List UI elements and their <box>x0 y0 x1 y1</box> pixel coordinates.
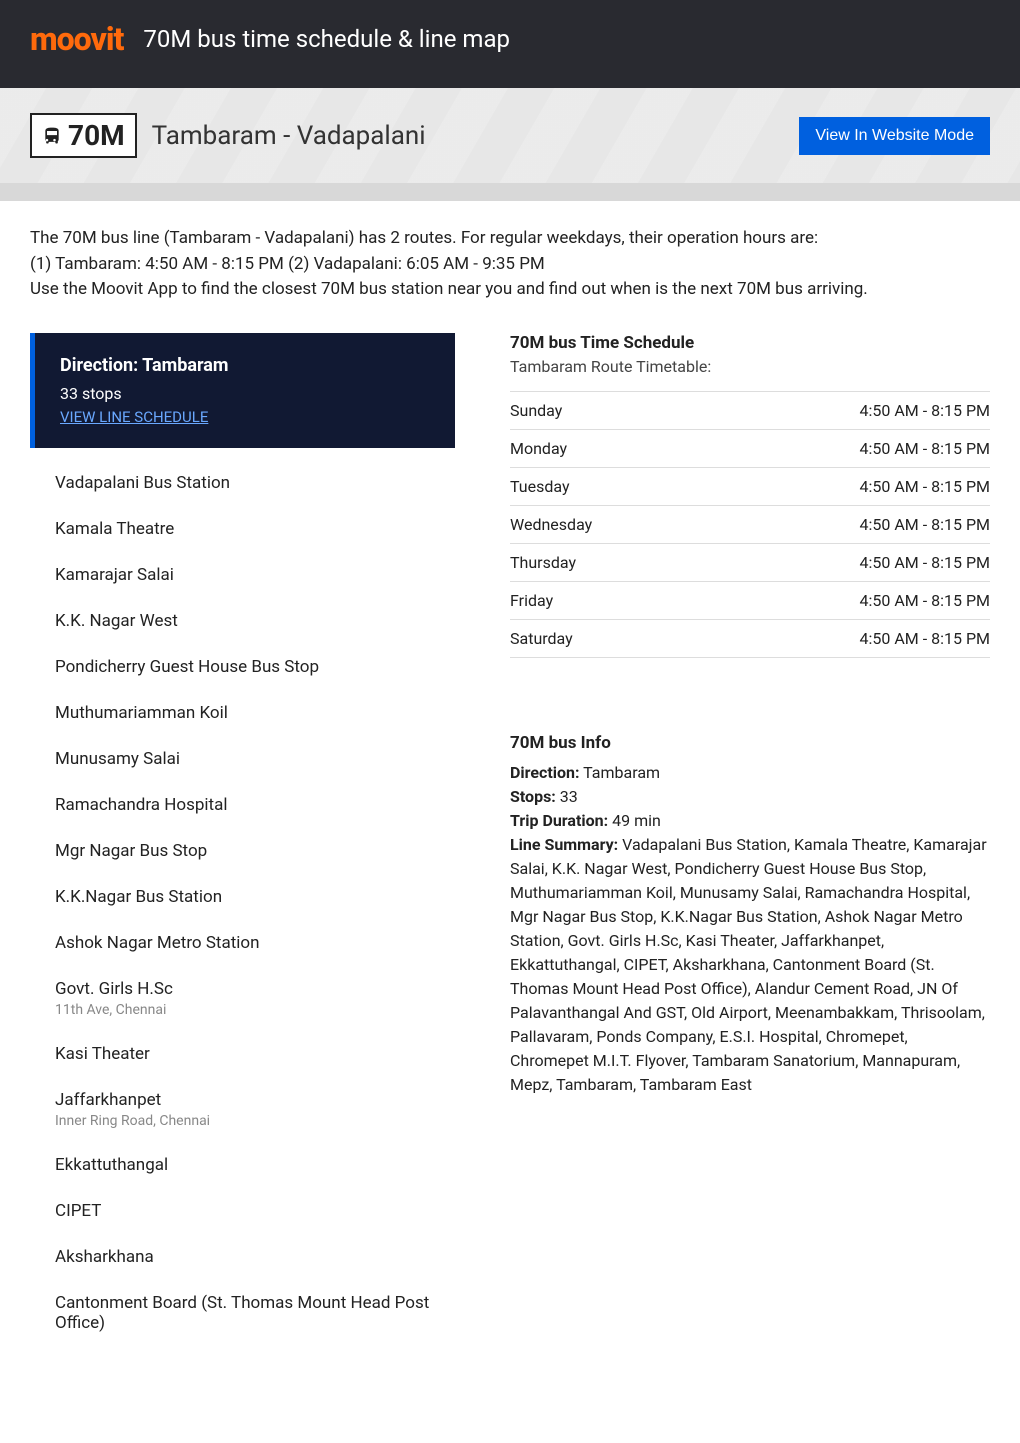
schedule-table: Sunday 4:50 AM - 8:15 PM Monday 4:50 AM - 8… <box>510 391 990 658</box>
info-direction: Direction: Tambaram <box>510 761 990 785</box>
schedule-time: 4:50 AM - 8:15 PM <box>860 401 990 420</box>
stop-item: Kamarajar Salai <box>55 565 430 585</box>
route-name: Tambaram - Vadapalani <box>152 121 426 151</box>
schedule-day: Wednesday <box>510 515 592 534</box>
schedule-time: 4:50 AM - 8:15 PM <box>860 591 990 610</box>
route-badge: 70M <box>30 113 137 158</box>
schedule-time: 4:50 AM - 8:15 PM <box>860 515 990 534</box>
schedule-row: Saturday 4:50 AM - 8:15 PM <box>510 620 990 658</box>
page-title: 70M bus time schedule & line map <box>143 25 510 53</box>
stop-item: Aksharkhana <box>55 1247 430 1267</box>
stop-name: Kamala Theatre <box>55 519 430 539</box>
schedule-time: 4:50 AM - 8:15 PM <box>860 553 990 572</box>
bus-info: 70M bus Info Direction: Tambaram Stops: … <box>510 733 990 1097</box>
stop-item: Ashok Nagar Metro Station <box>55 933 430 953</box>
stop-item: Munusamy Salai <box>55 749 430 769</box>
page-header: moovit 70M bus time schedule & line map <box>0 0 1020 88</box>
stop-item: Vadapalani Bus Station <box>55 473 430 493</box>
stop-item: Jaffarkhanpet Inner Ring Road, Chennai <box>55 1090 430 1129</box>
schedule-row: Thursday 4:50 AM - 8:15 PM <box>510 544 990 582</box>
view-website-button[interactable]: View In Website Mode <box>799 117 990 155</box>
stop-sublabel: 11th Ave, Chennai <box>55 1002 430 1018</box>
direction-box: Direction: Tambaram 33 stops VIEW LINE S… <box>30 333 455 448</box>
stop-sublabel: Inner Ring Road, Chennai <box>55 1113 430 1129</box>
schedule-row: Tuesday 4:50 AM - 8:15 PM <box>510 468 990 506</box>
schedule-row: Sunday 4:50 AM - 8:15 PM <box>510 391 990 430</box>
intro-line: The 70M bus line (Tambaram - Vadapalani)… <box>30 226 990 252</box>
stop-name: K.K. Nagar West <box>55 611 430 631</box>
stop-item: Muthumariamman Koil <box>55 703 430 723</box>
schedule-day: Monday <box>510 439 567 458</box>
stop-item: K.K. Nagar West <box>55 611 430 631</box>
route-identity: 70M Tambaram - Vadapalani <box>30 113 426 158</box>
stop-name: Muthumariamman Koil <box>55 703 430 723</box>
stop-item: K.K.Nagar Bus Station <box>55 887 430 907</box>
stop-item: Ramachandra Hospital <box>55 795 430 815</box>
schedule-day: Tuesday <box>510 477 570 496</box>
brand-logo: moovit <box>30 20 123 58</box>
schedule-subtitle: Tambaram Route Timetable: <box>510 357 990 376</box>
stop-name: Cantonment Board (St. Thomas Mount Head … <box>55 1293 430 1333</box>
stop-name: Jaffarkhanpet <box>55 1090 430 1110</box>
stop-item: Pondicherry Guest House Bus Stop <box>55 657 430 677</box>
intro-line: Use the Moovit App to find the closest 7… <box>30 277 990 303</box>
direction-title: Direction: Tambaram <box>60 355 430 376</box>
divider <box>0 183 1020 201</box>
schedule-time: 4:50 AM - 8:15 PM <box>860 629 990 648</box>
stop-name: K.K.Nagar Bus Station <box>55 887 430 907</box>
stop-name: Ekkattuthangal <box>55 1155 430 1175</box>
intro-line: (1) Tambaram: 4:50 AM - 8:15 PM (2) Vada… <box>30 252 990 278</box>
stop-name: Ashok Nagar Metro Station <box>55 933 430 953</box>
info-title: 70M bus Info <box>510 733 990 753</box>
stops-count: 33 stops <box>60 384 430 403</box>
stop-name: Munusamy Salai <box>55 749 430 769</box>
stop-name: Mgr Nagar Bus Stop <box>55 841 430 861</box>
stop-name: Ramachandra Hospital <box>55 795 430 815</box>
schedule-day: Saturday <box>510 629 573 648</box>
info-stops: Stops: 33 <box>510 785 990 809</box>
schedule-day: Thursday <box>510 553 576 572</box>
stop-item: Mgr Nagar Bus Stop <box>55 841 430 861</box>
schedule-row: Wednesday 4:50 AM - 8:15 PM <box>510 506 990 544</box>
bus-icon <box>42 126 62 146</box>
stop-name: Kamarajar Salai <box>55 565 430 585</box>
schedule-row: Friday 4:50 AM - 8:15 PM <box>510 582 990 620</box>
schedule-title: 70M bus Time Schedule <box>510 333 990 353</box>
route-number: 70M <box>68 119 125 152</box>
intro-text: The 70M bus line (Tambaram - Vadapalani)… <box>0 201 1020 333</box>
stop-item: Govt. Girls H.Sc 11th Ave, Chennai <box>55 979 430 1018</box>
stop-name: Govt. Girls H.Sc <box>55 979 430 999</box>
schedule-time: 4:50 AM - 8:15 PM <box>860 439 990 458</box>
stop-item: Kamala Theatre <box>55 519 430 539</box>
stop-name: CIPET <box>55 1201 430 1221</box>
right-column: 70M bus Time Schedule Tambaram Route Tim… <box>510 333 990 1359</box>
schedule-day: Friday <box>510 591 553 610</box>
schedule-day: Sunday <box>510 401 562 420</box>
schedule-time: 4:50 AM - 8:15 PM <box>860 477 990 496</box>
stop-name: Aksharkhana <box>55 1247 430 1267</box>
view-schedule-link[interactable]: VIEW LINE SCHEDULE <box>60 408 208 426</box>
info-duration: Trip Duration: 49 min <box>510 809 990 833</box>
schedule-row: Monday 4:50 AM - 8:15 PM <box>510 430 990 468</box>
route-bar: 70M Tambaram - Vadapalani View In Websit… <box>0 88 1020 183</box>
info-summary: Line Summary: Vadapalani Bus Station, Ka… <box>510 833 990 1097</box>
stop-item: Ekkattuthangal <box>55 1155 430 1175</box>
stop-name: Kasi Theater <box>55 1044 430 1064</box>
stops-list: Vadapalani Bus Station Kamala Theatre Kama… <box>30 448 455 1333</box>
main-content: Direction: Tambaram 33 stops VIEW LINE S… <box>0 333 1020 1399</box>
stop-item: Cantonment Board (St. Thomas Mount Head … <box>55 1293 430 1333</box>
stop-name: Pondicherry Guest House Bus Stop <box>55 657 430 677</box>
stop-name: Vadapalani Bus Station <box>55 473 430 493</box>
left-column: Direction: Tambaram 33 stops VIEW LINE S… <box>30 333 455 1359</box>
stop-item: Kasi Theater <box>55 1044 430 1064</box>
stop-item: CIPET <box>55 1201 430 1221</box>
